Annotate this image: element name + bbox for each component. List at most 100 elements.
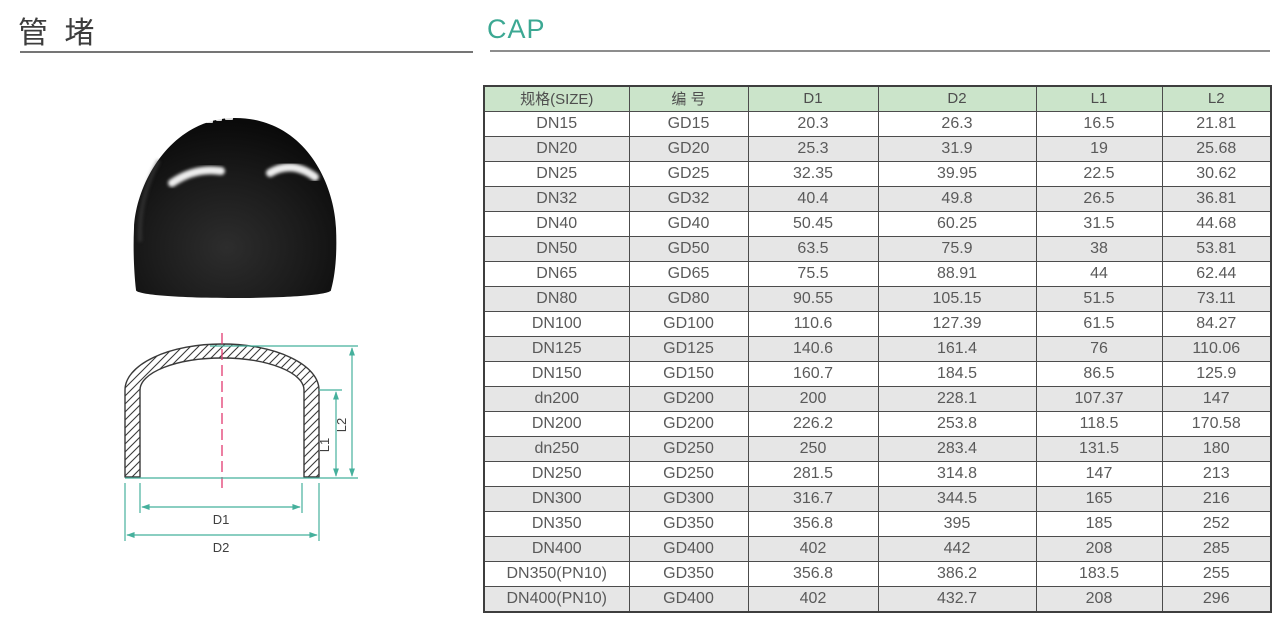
header-row: 规格(SIZE) 编 号 D1 D2 L1 L2: [483, 85, 1272, 112]
table-cell: 402: [747, 585, 879, 612]
table-cell: 39.95: [877, 160, 1037, 187]
dim-label-l2: L2: [334, 418, 349, 432]
cap-silhouette: [133, 118, 337, 298]
table-cell: DN80: [483, 285, 630, 312]
column-header: L1: [1035, 85, 1163, 112]
table-cell: 38: [1035, 235, 1163, 262]
table-cell: 86.5: [1035, 360, 1163, 387]
technical-drawing: L1 L2 D1 D2: [124, 333, 358, 555]
table-cell: 281.5: [747, 460, 879, 487]
table-cell: 208: [1035, 585, 1163, 612]
table-cell: 22.5: [1035, 160, 1163, 187]
table-cell: 118.5: [1035, 410, 1163, 437]
table-cell: 84.27: [1161, 310, 1272, 337]
table-cell: dn200: [483, 385, 630, 412]
table-cell: DN125: [483, 335, 630, 362]
column-header: D1: [747, 85, 879, 112]
table-cell: 88.91: [877, 260, 1037, 287]
table-row: DN350(PN10) GD350 356.8 386.2 183.5 255: [483, 560, 1272, 587]
table-cell: 21.81: [1161, 110, 1272, 137]
table-cell: 442: [877, 535, 1037, 562]
table-cell: 31.9: [877, 135, 1037, 162]
table-row: DN300 GD300 316.7 344.5 165 216: [483, 485, 1272, 512]
table-cell: 252: [1161, 510, 1272, 537]
table-row: DN200 GD200 226.2 253.8 118.5 170.58: [483, 410, 1272, 437]
table-cell: 63.5: [747, 235, 879, 262]
table-row: dn250 GD250 250 283.4 131.5 180: [483, 435, 1272, 462]
table-cell: 356.8: [747, 510, 879, 537]
table-cell: 180: [1161, 435, 1272, 462]
table-cell: DN150: [483, 360, 630, 387]
table-cell: GD65: [628, 260, 749, 287]
table-cell: 110.6: [747, 310, 879, 337]
dimension-lines: [126, 347, 355, 538]
table-cell: 75.5: [747, 260, 879, 287]
table-cell: 250: [747, 435, 879, 462]
table-cell: 285: [1161, 535, 1272, 562]
table-cell: 75.9: [877, 235, 1037, 262]
column-header: L2: [1161, 85, 1272, 112]
table-cell: 25.68: [1161, 135, 1272, 162]
table-cell: 432.7: [877, 585, 1037, 612]
table-row: DN350 GD350 356.8 395 185 252: [483, 510, 1272, 537]
table-cell: 356.8: [747, 560, 879, 587]
title-divider-right: [490, 50, 1270, 52]
table-cell: 60.25: [877, 210, 1037, 237]
product-photo-cap: [133, 117, 337, 298]
table-cell: DN25: [483, 160, 630, 187]
title-divider-left: [20, 51, 473, 53]
table-cell: GD200: [628, 410, 749, 437]
table-cell: 147: [1161, 385, 1272, 412]
spec-table-container: 规格(SIZE) 编 号 D1 D2 L1 L2 DN15 GD15 20.3 26.3 16.5…: [483, 85, 1272, 613]
table-row: DN250 GD250 281.5 314.8 147 213: [483, 460, 1272, 487]
table-cell: 213: [1161, 460, 1272, 487]
table-cell: 283.4: [877, 435, 1037, 462]
table-cell: GD400: [628, 535, 749, 562]
table-cell: DN400: [483, 535, 630, 562]
table-cell: 50.45: [747, 210, 879, 237]
column-header: D2: [877, 85, 1037, 112]
table-row: DN40 GD40 50.45 60.25 31.5 44.68: [483, 210, 1272, 237]
section-wall: [124, 343, 320, 478]
table-cell: DN50: [483, 235, 630, 262]
table-cell: 386.2: [877, 560, 1037, 587]
table-cell: 26.3: [877, 110, 1037, 137]
table-cell: 395: [877, 510, 1037, 537]
page-title-chinese: 管 堵: [18, 17, 99, 50]
table-cell: 61.5: [1035, 310, 1163, 337]
dim-label-d1: D1: [213, 512, 230, 527]
table-cell: 107.37: [1035, 385, 1163, 412]
table-cell: 253.8: [877, 410, 1037, 437]
table-cell: 170.58: [1161, 410, 1272, 437]
table-cell: 44: [1035, 260, 1163, 287]
table-cell: 53.81: [1161, 235, 1272, 262]
table-cell: GD50: [628, 235, 749, 262]
table-cell: 160.7: [747, 360, 879, 387]
table-cell: DN65: [483, 260, 630, 287]
table-cell: 316.7: [747, 485, 879, 512]
table-cell: GD125: [628, 335, 749, 362]
table-cell: 76: [1035, 335, 1163, 362]
table-cell: GD300: [628, 485, 749, 512]
table-cell: 44.68: [1161, 210, 1272, 237]
table-cell: 31.5: [1035, 210, 1163, 237]
table-cell: GD20: [628, 135, 749, 162]
table-cell: 40.4: [747, 185, 879, 212]
table-cell: GD250: [628, 435, 749, 462]
table-cell: 49.8: [877, 185, 1037, 212]
cap-edge-sheen: [137, 160, 160, 242]
table-cell: DN300: [483, 485, 630, 512]
table-cell: GD80: [628, 285, 749, 312]
table-cell: dn250: [483, 435, 630, 462]
table-cell: GD32: [628, 185, 749, 212]
table-cell: DN40: [483, 210, 630, 237]
table-cell: GD400: [628, 585, 749, 612]
page-title-english: CAP: [487, 14, 546, 44]
table-cell: GD150: [628, 360, 749, 387]
dim-label-l1: L1: [317, 438, 332, 452]
table-cell: 296: [1161, 585, 1272, 612]
table-cell: DN250: [483, 460, 630, 487]
table-row: DN80 GD80 90.55 105.15 51.5 73.11: [483, 285, 1272, 312]
table-cell: 131.5: [1035, 435, 1163, 462]
